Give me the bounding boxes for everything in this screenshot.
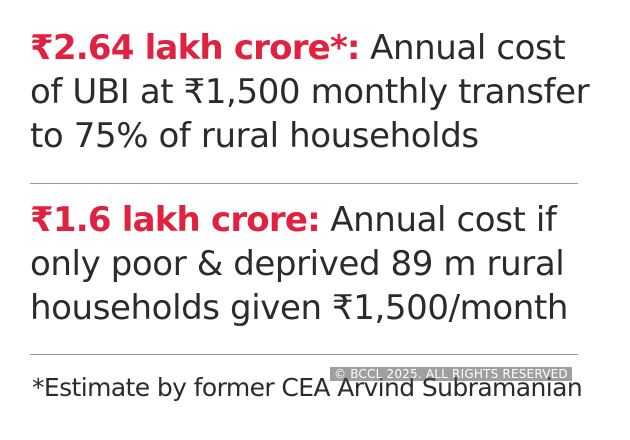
stat-line: ₹2.64 lakh crore*: Annual cost (30, 26, 610, 70)
stat-description: Annual cost (359, 28, 566, 68)
stat-line: to 75% of rural households (30, 116, 479, 156)
stat-description: Annual cost if (319, 200, 557, 240)
stat-line: of UBI at ₹1,500 monthly transfer (30, 72, 590, 112)
divider (30, 183, 578, 184)
stat-line: ₹1.6 lakh crore: Annual cost if (30, 198, 610, 242)
stat-line: households given ₹1,500/month (30, 288, 569, 328)
stat-figure-highlight: ₹1.6 lakh crore: (30, 200, 321, 240)
stat-figure-highlight: ₹2.64 lakh crore*: (30, 28, 361, 68)
copyright-watermark: © BCCL 2025. ALL RIGHTS RESERVED (330, 367, 572, 381)
stat-block-poor-households: ₹1.6 lakh crore: Annual cost if only poo… (30, 198, 610, 330)
stat-line: only poor & deprived 89 m rural (30, 244, 565, 284)
divider (30, 354, 578, 355)
stat-block-ubi-75-percent: ₹2.64 lakh crore*: Annual cost of UBI at… (30, 26, 610, 158)
